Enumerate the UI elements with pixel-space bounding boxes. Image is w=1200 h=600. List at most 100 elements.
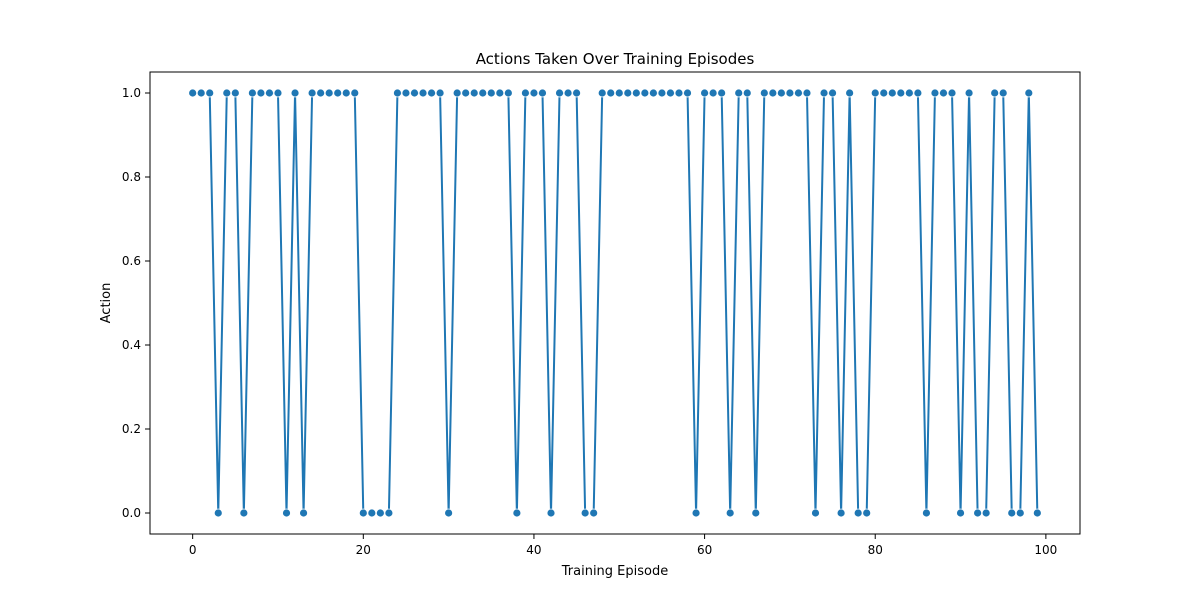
data-point	[700, 88, 709, 98]
data-point	[674, 88, 684, 98]
data-point	[973, 508, 983, 518]
x-tick-label: 60	[697, 543, 712, 557]
data-point	[538, 88, 547, 98]
data-point	[691, 508, 701, 518]
data-point	[862, 508, 872, 518]
y-tick-label: 0.4	[122, 338, 141, 352]
data-point	[981, 508, 991, 518]
chart-title: Actions Taken Over Training Episodes	[476, 50, 755, 68]
data-point	[802, 88, 812, 98]
data-point	[486, 88, 496, 98]
data-point	[768, 88, 778, 98]
data-point	[563, 88, 573, 98]
data-point	[990, 88, 1000, 98]
data-point	[930, 88, 940, 98]
data-point	[597, 88, 607, 98]
x-axis-label: Training Episode	[561, 564, 668, 579]
data-point	[648, 88, 658, 98]
data-point	[1032, 508, 1042, 518]
data-point	[358, 508, 368, 518]
data-point	[375, 508, 385, 518]
data-point	[956, 508, 965, 518]
data-point	[751, 508, 761, 518]
data-point	[333, 88, 343, 98]
data-point	[503, 88, 513, 98]
data-point	[316, 88, 326, 98]
y-tick-label: 0.2	[122, 422, 141, 436]
data-point	[725, 508, 735, 518]
axes-background	[150, 72, 1080, 534]
series-layer	[188, 88, 1042, 518]
data-point	[410, 88, 419, 98]
x-tick-label: 0	[189, 543, 197, 557]
data-point	[785, 88, 795, 98]
data-point	[350, 88, 360, 98]
data-point	[196, 88, 206, 98]
data-point	[657, 88, 667, 98]
data-point	[529, 88, 539, 98]
data-point	[256, 88, 266, 98]
plot-area	[150, 72, 1080, 534]
data-point	[896, 88, 906, 98]
data-point	[580, 508, 590, 518]
data-point	[307, 88, 317, 98]
data-point	[708, 88, 718, 98]
data-point	[606, 88, 616, 98]
data-point	[222, 88, 232, 98]
data-point	[393, 88, 402, 98]
data-point	[273, 88, 283, 98]
data-point	[870, 88, 880, 98]
data-point	[324, 88, 334, 98]
data-point	[555, 88, 564, 98]
x-tick-label: 20	[356, 543, 371, 557]
data-point	[845, 88, 855, 98]
data-point	[435, 88, 445, 98]
data-point	[384, 508, 394, 518]
data-point	[922, 508, 931, 518]
data-point	[469, 88, 479, 98]
y-tick-label: 0.8	[122, 170, 141, 184]
data-point	[717, 88, 727, 98]
data-point	[1007, 508, 1017, 518]
data-point	[282, 508, 291, 518]
data-point	[230, 88, 240, 98]
data-point	[939, 88, 948, 98]
axes-frame	[149, 71, 1081, 535]
data-point	[478, 88, 488, 98]
data-point	[776, 88, 786, 98]
data-point	[947, 88, 957, 98]
data-point	[913, 88, 923, 98]
data-point	[879, 88, 889, 98]
data-point	[683, 88, 692, 98]
data-point	[367, 508, 377, 518]
data-point	[631, 88, 641, 98]
data-point	[521, 88, 530, 98]
data-point	[589, 508, 599, 518]
data-point	[998, 88, 1008, 98]
data-point	[205, 88, 215, 98]
data-point	[444, 508, 454, 518]
x-tick-label: 80	[868, 543, 883, 557]
data-point	[742, 88, 752, 98]
data-point	[836, 508, 846, 518]
x-axis: 0 20 40 60 80 100	[189, 534, 1057, 557]
data-point	[794, 88, 803, 98]
data-point	[401, 88, 411, 98]
data-point	[828, 88, 837, 98]
y-axis: 0.0 0.2 0.4 0.6 0.8 1.0	[122, 86, 150, 520]
y-tick-label: 0.6	[122, 254, 141, 268]
data-point	[188, 88, 198, 98]
x-tick-label: 40	[526, 543, 541, 557]
data-point	[299, 508, 308, 518]
x-tick-label: 100	[1034, 543, 1057, 557]
data-point	[819, 88, 829, 98]
data-point	[623, 88, 633, 98]
data-point	[734, 88, 744, 98]
data-point	[427, 88, 436, 98]
data-point	[811, 508, 820, 518]
y-tick-label: 1.0	[122, 86, 141, 100]
data-point	[904, 88, 914, 98]
data-point	[461, 88, 471, 98]
data-point	[418, 88, 428, 98]
